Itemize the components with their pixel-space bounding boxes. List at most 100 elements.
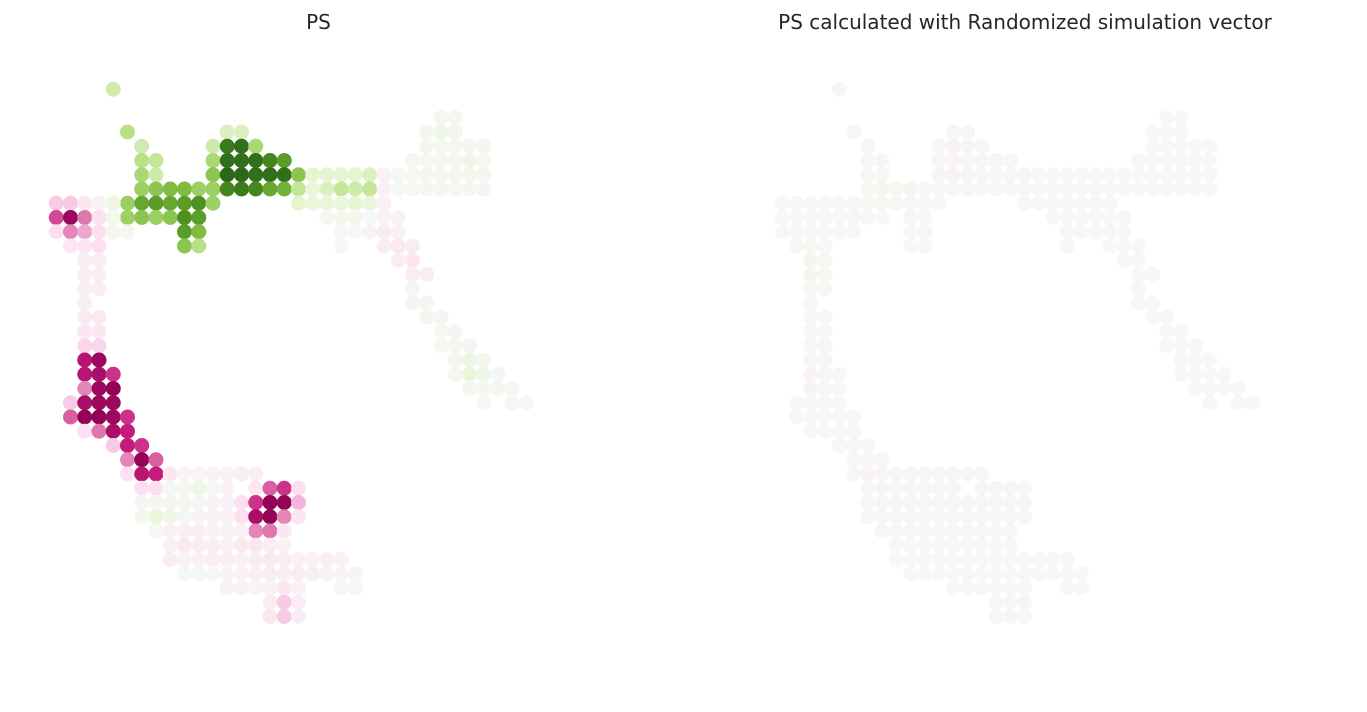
scatter-point — [846, 210, 861, 225]
scatter-point — [1131, 238, 1146, 254]
scatter-point — [248, 495, 264, 510]
scatter-point — [262, 181, 278, 197]
scatter-point — [817, 366, 833, 382]
scatter-point — [988, 566, 1004, 582]
scatter-point — [462, 181, 477, 197]
scatter-point — [1017, 181, 1032, 197]
scatter-point — [1202, 381, 1218, 396]
scatter-point — [945, 153, 961, 168]
scatter-point — [205, 495, 221, 510]
scatter-point — [874, 523, 890, 539]
scatter-point — [945, 466, 961, 482]
scatter-point — [177, 537, 192, 553]
scatter-point — [974, 181, 990, 197]
scatter-point — [1145, 267, 1161, 282]
scatter-point — [1188, 153, 1203, 168]
scatter-point — [903, 181, 918, 197]
scatter-point — [1173, 110, 1189, 126]
scatter-point — [134, 195, 150, 211]
scatter-point — [1131, 167, 1146, 183]
scatter-point — [903, 537, 918, 553]
scatter-point — [1159, 181, 1175, 197]
scatter-point — [960, 138, 975, 154]
scatter-point — [447, 338, 463, 354]
scatter-point — [219, 566, 235, 582]
scatter-point — [931, 523, 947, 539]
scatter-point — [205, 552, 221, 567]
scatter-point — [162, 509, 178, 525]
scatter-point — [48, 224, 64, 240]
scatter-point — [219, 537, 235, 553]
scatter-point — [91, 324, 107, 339]
scatter-point — [77, 366, 93, 382]
scatter-point — [390, 252, 406, 268]
scatter-point — [191, 466, 207, 482]
scatter-point — [447, 324, 463, 339]
scatter-point — [162, 181, 178, 197]
scatter-point — [1145, 181, 1161, 197]
scatter-point — [917, 224, 933, 240]
scatter-point — [903, 523, 918, 539]
scatter-point — [447, 181, 463, 197]
scatter-point — [1145, 295, 1161, 311]
scatter-point — [1002, 580, 1018, 596]
scatter-point — [1088, 167, 1104, 183]
scatter-point — [148, 480, 164, 496]
scatter-point — [248, 466, 264, 482]
scatter-point — [77, 409, 93, 425]
scatter-point — [874, 480, 890, 496]
scatter-point — [1116, 181, 1132, 197]
scatter-point — [931, 181, 947, 197]
scatter-point — [803, 210, 819, 225]
scatter-point — [960, 466, 975, 482]
scatter-point — [1202, 366, 1218, 382]
scatter-point — [803, 423, 819, 439]
scatter-point — [874, 509, 890, 525]
scatter-point — [974, 495, 990, 510]
scatter-point — [1059, 552, 1075, 567]
scatter-point — [917, 552, 933, 567]
scatter-point — [874, 181, 890, 197]
scatter-point — [1116, 238, 1132, 254]
scatter-point — [134, 153, 150, 168]
scatter-point — [803, 195, 819, 211]
scatter-point — [1074, 224, 1089, 240]
scatter-point — [148, 181, 164, 197]
scatter-point — [205, 566, 221, 582]
scatter-point — [860, 495, 876, 510]
scatter-point — [931, 167, 947, 183]
scatter-point — [874, 495, 890, 510]
scatter-point — [831, 224, 847, 240]
scatter-point — [177, 495, 192, 510]
scatter-point — [903, 195, 918, 211]
scatter-point — [1017, 580, 1032, 596]
scatter-point — [177, 210, 192, 225]
scatter-point — [77, 295, 93, 311]
scatter-point — [817, 238, 833, 254]
scatter-point — [860, 167, 876, 183]
scatter-point — [105, 395, 121, 411]
scatter-point — [77, 267, 93, 282]
scatter-point — [248, 181, 264, 197]
scatter-point — [48, 195, 64, 211]
scatter-point — [262, 509, 278, 525]
scatter-point — [291, 480, 306, 496]
scatter-point — [362, 210, 378, 225]
scatter-point — [177, 566, 192, 582]
scatter-point — [803, 267, 819, 282]
scatter-point — [77, 395, 93, 411]
scatter-point — [974, 509, 990, 525]
scatter-point — [960, 181, 975, 197]
scatter-point — [433, 153, 449, 168]
scatter-point — [276, 167, 292, 183]
scatter-point — [903, 552, 918, 567]
scatter-point — [305, 167, 321, 183]
scatter-point — [1017, 609, 1032, 624]
scatter-point — [1159, 324, 1175, 339]
scatter-point — [419, 181, 435, 197]
scatter-point — [846, 466, 861, 482]
scatter-point — [63, 224, 78, 240]
scatter-point — [447, 167, 463, 183]
scatter-point — [874, 167, 890, 183]
scatter-point — [974, 167, 990, 183]
